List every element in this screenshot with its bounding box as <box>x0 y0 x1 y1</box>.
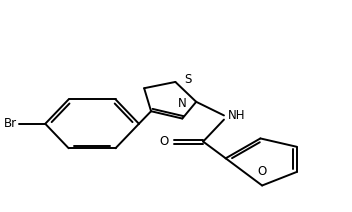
Text: O: O <box>258 165 267 178</box>
Text: S: S <box>184 73 191 86</box>
Text: N: N <box>178 97 187 110</box>
Text: NH: NH <box>227 109 245 122</box>
Text: Br: Br <box>4 117 18 130</box>
Text: O: O <box>159 135 168 148</box>
